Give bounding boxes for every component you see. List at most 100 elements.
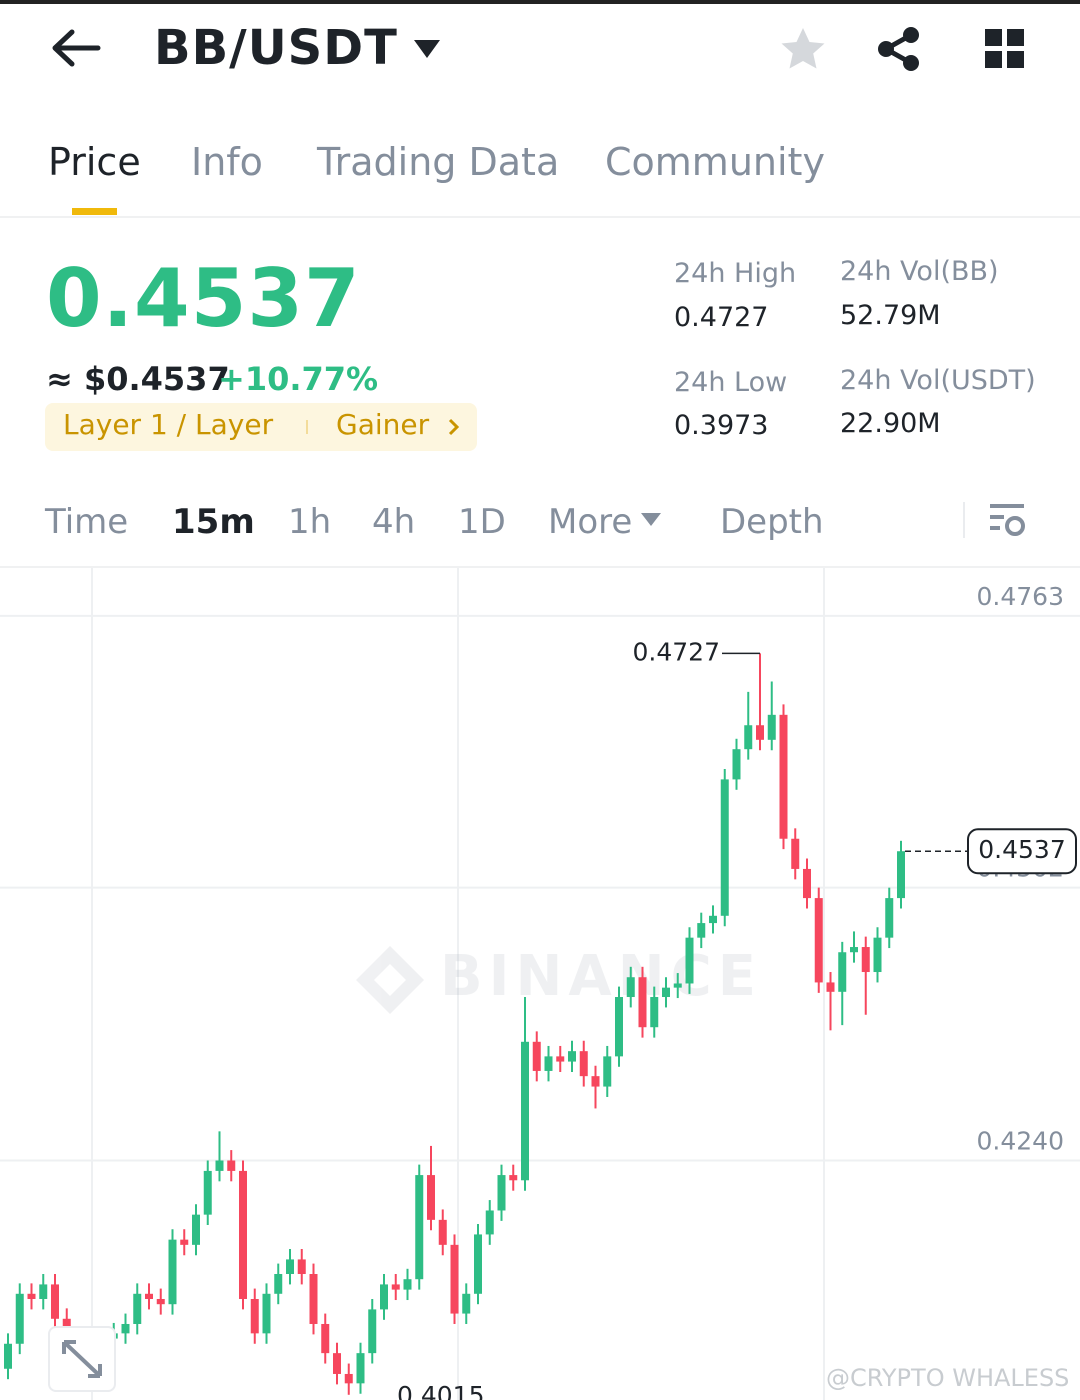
stat-value: 22.90M [840,408,941,439]
credit: @CRYPTO WHALESS [826,1364,1070,1392]
candle-body [51,1284,59,1319]
high-label: 0.4727 [633,637,720,666]
timeframe[interactable]: 1D [458,502,506,542]
candle-body [415,1175,424,1280]
candle-body [720,779,729,916]
candle-body [286,1259,294,1275]
candle-body [403,1279,412,1290]
candle-body [239,1170,247,1299]
candle-body [779,714,788,839]
candle-body [861,947,870,973]
more-dropdown[interactable] [640,512,662,528]
stat-label: 24h Low [674,367,788,398]
menu-button[interactable] [984,28,1026,70]
favorite-button[interactable] [780,26,826,72]
candle-body [850,947,858,953]
candle-body [344,1373,353,1384]
candle-body [603,1056,612,1087]
candle-body [427,1175,435,1220]
stat-label: 24h Vol(USDT) [840,365,1036,396]
tab[interactable]: Trading Data [317,140,560,184]
tag-separator [306,420,308,434]
candle-body [121,1323,130,1334]
candle-body [568,1051,576,1062]
expand-button[interactable] [48,1326,116,1392]
tab[interactable]: Info [191,140,263,184]
candle-body [838,952,847,992]
candle-body [697,923,706,938]
candle-body [309,1274,318,1324]
candle-body [767,714,776,740]
candle-body [497,1175,506,1211]
candle-body [368,1309,377,1354]
divider [0,216,1080,218]
candle-body [203,1170,212,1215]
stat-label: 24h High [674,258,797,289]
candle-body [262,1293,271,1334]
tab[interactable]: Price [48,140,141,184]
watermark: BINANCE [356,944,756,1014]
share-button[interactable] [876,26,922,72]
candle-body [826,982,835,992]
timeframe[interactable]: 15m [172,502,255,542]
timeframe[interactable]: Time [45,502,129,542]
candle-body [333,1353,341,1374]
stat-label: 24h Vol(BB) [840,256,999,287]
candle-body [391,1284,400,1290]
candle-body [544,1056,553,1071]
candle-body [180,1239,189,1245]
candle-body [168,1239,177,1305]
candle-body [15,1293,24,1344]
candle-body [250,1298,259,1334]
y-tick-label: 0.4240 [977,1127,1064,1156]
candle-body [380,1284,388,1310]
fiat-price: ≈ $0.4537 [46,360,230,398]
candle-body [791,838,800,869]
tag-box[interactable] [45,403,477,451]
candle-body [814,898,823,983]
back-button[interactable] [50,28,102,68]
candle-body [673,983,682,988]
candle-body [556,1056,565,1062]
candle-body [39,1284,48,1299]
candle-body [509,1175,518,1181]
candle-body [626,977,635,998]
timeframe[interactable]: 1h [288,502,332,542]
candle-body [27,1293,36,1299]
candle-body [756,725,764,740]
candle-body [156,1298,165,1305]
tab[interactable]: Community [605,140,825,184]
candle-body [4,1343,12,1369]
candle-body [133,1293,142,1324]
candle-body [615,997,623,1057]
pair-dropdown[interactable] [412,38,442,60]
candle-body [450,1244,459,1314]
last-price: 0.4537 [46,252,361,345]
candle-body [732,749,741,780]
timeframe[interactable]: 4h [372,502,416,542]
candle-body [438,1219,447,1245]
candle-body [591,1076,600,1087]
last-price-label: 0.4537 [978,835,1065,864]
candle-body [803,868,811,899]
candle-body [145,1293,153,1299]
candle-body [685,937,694,984]
candle-body [274,1274,283,1294]
divider [963,502,965,538]
tag-chevron[interactable] [446,417,462,437]
stat-value: 0.3973 [674,410,769,441]
candle-body [462,1293,471,1314]
timeframe[interactable]: More [548,502,633,542]
timeframe[interactable]: Depth [720,502,824,542]
tag-gainer[interactable]: Gainer [336,408,430,441]
candlestick-chart: BINANCE 0.47630.45020.42400.47270.40150.… [0,568,1080,1400]
y-tick-label: 0.4763 [977,582,1064,611]
candle-body [227,1160,236,1171]
tag-sector[interactable]: Layer 1 / Layer [63,408,274,441]
expand-icon [62,1340,102,1378]
pair-title[interactable]: BB/USDT [154,20,398,76]
chart-settings[interactable] [988,503,1028,539]
candle-body [297,1259,306,1275]
candle-body [192,1214,200,1245]
candle-body [521,1041,529,1181]
